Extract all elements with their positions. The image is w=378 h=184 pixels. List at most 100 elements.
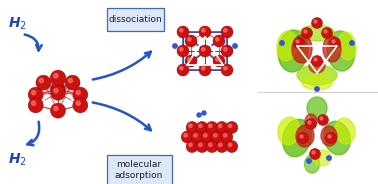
Circle shape — [199, 124, 202, 128]
Circle shape — [300, 135, 303, 138]
Circle shape — [320, 117, 323, 120]
Circle shape — [31, 101, 36, 105]
Circle shape — [318, 114, 328, 125]
Circle shape — [180, 29, 183, 32]
Circle shape — [305, 118, 316, 130]
Circle shape — [228, 143, 232, 146]
Circle shape — [218, 124, 222, 128]
Circle shape — [221, 131, 233, 143]
Circle shape — [350, 41, 354, 45]
Circle shape — [221, 45, 233, 57]
Circle shape — [177, 45, 189, 57]
Circle shape — [202, 111, 206, 115]
Circle shape — [54, 85, 58, 89]
Circle shape — [206, 141, 218, 153]
Circle shape — [206, 121, 218, 134]
Circle shape — [296, 40, 299, 43]
Circle shape — [223, 134, 227, 137]
Circle shape — [280, 41, 284, 45]
Circle shape — [39, 78, 43, 83]
Circle shape — [216, 141, 228, 153]
Circle shape — [196, 121, 208, 134]
Circle shape — [310, 148, 321, 160]
Circle shape — [209, 143, 212, 146]
Circle shape — [73, 98, 88, 113]
Circle shape — [191, 131, 203, 143]
Circle shape — [308, 121, 311, 124]
Ellipse shape — [299, 25, 335, 41]
Circle shape — [185, 55, 197, 67]
Circle shape — [322, 27, 333, 38]
Circle shape — [211, 131, 223, 143]
Circle shape — [216, 121, 228, 134]
Circle shape — [184, 134, 187, 137]
Circle shape — [307, 159, 311, 163]
Circle shape — [218, 143, 222, 146]
Circle shape — [177, 64, 189, 76]
Circle shape — [199, 64, 211, 76]
Circle shape — [221, 64, 233, 76]
Circle shape — [325, 132, 336, 144]
Circle shape — [221, 26, 233, 38]
Circle shape — [177, 26, 189, 38]
Circle shape — [233, 44, 237, 48]
Circle shape — [50, 70, 66, 86]
Text: dissociation: dissociation — [108, 15, 162, 24]
Text: H$_2$: H$_2$ — [8, 16, 27, 32]
Circle shape — [199, 143, 202, 146]
Circle shape — [209, 124, 212, 128]
Circle shape — [201, 67, 205, 70]
Circle shape — [224, 67, 227, 70]
Circle shape — [187, 38, 191, 41]
Circle shape — [226, 141, 238, 153]
Circle shape — [76, 91, 80, 95]
Circle shape — [51, 85, 65, 100]
FancyBboxPatch shape — [107, 8, 164, 31]
FancyBboxPatch shape — [107, 155, 172, 184]
Circle shape — [180, 48, 183, 51]
Circle shape — [293, 38, 305, 49]
Ellipse shape — [296, 125, 314, 147]
Ellipse shape — [338, 32, 356, 60]
Circle shape — [196, 141, 208, 153]
Circle shape — [197, 113, 201, 117]
Ellipse shape — [335, 118, 355, 144]
Circle shape — [297, 132, 308, 144]
Circle shape — [189, 143, 192, 146]
Ellipse shape — [323, 36, 341, 62]
Ellipse shape — [283, 119, 311, 157]
Circle shape — [173, 44, 177, 48]
Ellipse shape — [278, 117, 300, 145]
Text: H$_2$: H$_2$ — [8, 152, 27, 168]
Circle shape — [68, 78, 73, 83]
Text: molecular
adsorption: molecular adsorption — [115, 160, 163, 180]
Circle shape — [311, 17, 322, 29]
Circle shape — [180, 67, 183, 70]
Circle shape — [51, 103, 65, 118]
Circle shape — [228, 124, 232, 128]
Circle shape — [327, 156, 331, 160]
Circle shape — [76, 101, 80, 105]
Ellipse shape — [309, 59, 325, 73]
Circle shape — [302, 27, 313, 38]
Ellipse shape — [302, 76, 332, 90]
Ellipse shape — [297, 65, 337, 85]
Ellipse shape — [305, 114, 317, 128]
Circle shape — [324, 30, 327, 33]
Ellipse shape — [307, 97, 327, 119]
Circle shape — [314, 20, 317, 23]
Ellipse shape — [324, 121, 350, 155]
Circle shape — [214, 134, 217, 137]
Ellipse shape — [292, 35, 312, 63]
Circle shape — [189, 124, 192, 128]
Circle shape — [213, 35, 225, 47]
Circle shape — [199, 26, 211, 38]
Circle shape — [215, 58, 219, 61]
Circle shape — [65, 75, 80, 90]
Circle shape — [181, 131, 193, 143]
Circle shape — [194, 134, 197, 137]
Circle shape — [224, 29, 227, 32]
Circle shape — [328, 135, 331, 138]
Circle shape — [213, 55, 225, 67]
Circle shape — [28, 87, 43, 102]
